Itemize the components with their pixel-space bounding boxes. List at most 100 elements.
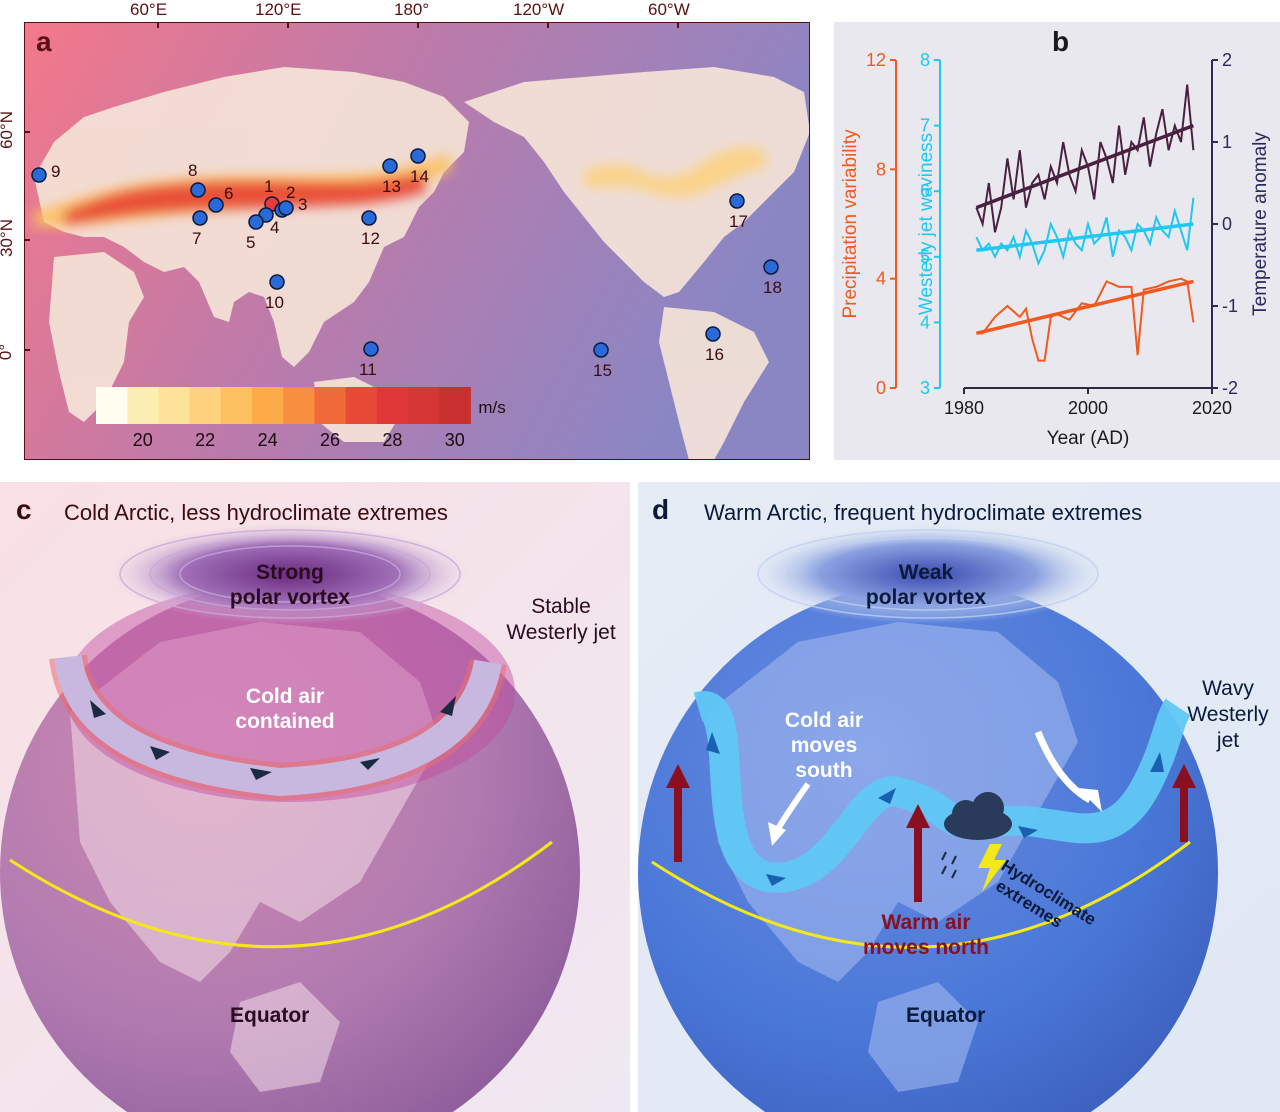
site-marker [763,259,779,275]
colorbar-tick: 30 [445,430,465,450]
weak-polar-vortex-label: Weak polar vortex [865,561,987,609]
site-number: 17 [729,212,748,231]
panel-a-map: 1 2 3 4 5 6 7 8 9 10 11 12 13 14 15 16 17 18 20 22 24 26 28 30… [24,22,810,460]
site-number: 18 [763,278,782,297]
x-tick-label: 1980 [944,398,984,418]
weak-polar-vortex-swirl [748,524,1108,624]
colorbar-unit: m/s [478,398,505,417]
colorbar-tick: 20 [133,430,153,450]
site-number: 11 [359,360,377,379]
site-number: 10 [265,293,284,312]
equator-line [9,840,553,949]
colorbar-tick: 24 [258,430,278,450]
precip-tick-label: 8 [876,159,886,179]
series-line-2 [975,84,1195,233]
jet-speed-field [34,147,766,227]
site-marker [363,341,379,357]
wavy-jet-arrows [706,732,1164,886]
equator-line-d [651,840,1191,949]
panel-d-globe [638,482,1280,1112]
site-marker [729,193,745,209]
south-america-shape [659,307,769,460]
site-number: 8 [188,161,197,180]
precip-tick-label: 0 [876,378,886,398]
site-number: 2 [286,183,295,202]
temperature-axis-label: Temperature anomaly [1250,132,1271,316]
site-marker [382,158,398,174]
waviness-axis-label: Westerly jet waviness [916,133,937,315]
trend-line-2 [975,123,1195,210]
lon-tick: 60°W [648,0,690,19]
series-line-1 [975,197,1195,267]
strong-polar-vortex-label: Strong polar vortex [229,561,351,609]
site-marker [31,167,47,183]
site-marker [269,274,285,290]
lat-tick: 30°N [0,219,16,257]
site-number: 6 [224,184,233,203]
site-marker [278,200,294,216]
site-marker [208,197,224,213]
waviness-tick-label: 7 [920,116,930,136]
colorbar-swatch [314,387,347,424]
panel-c-title: Cold Arctic, less hydroclimate extremes [64,500,448,525]
vortex-rings [119,529,461,619]
site-marker [361,210,377,226]
colorbar-swatch [345,387,378,424]
trend-line-1 [976,222,1194,252]
map-frame [24,22,810,460]
globe-c-svg [0,524,580,1112]
polar-vortex-swirl [110,524,470,624]
lon-tick-labels: 60°E 120°E 180° 120°W 60°W [0,0,830,22]
panel-d-title: Warm Arctic, frequent hydroclimate extre… [704,500,1143,525]
site-number: 12 [361,229,380,248]
precip-axis-label: Precipitation variability [840,129,861,319]
colorbar-swatch [252,387,284,424]
globe-c-land [70,622,440,1092]
wavy-westerly-jet [693,691,1191,893]
site-marker [410,148,426,164]
colorbar-swatch [283,387,315,424]
x-tick-label: 2020 [1192,398,1232,418]
lon-tick: 120°W [513,0,565,19]
site-marker [190,182,206,198]
panel-b-label: b [1052,26,1070,57]
warm-air-moves-north-label: Warm air moves north [862,911,990,959]
colorbar-swatch [127,387,159,424]
site-number: 1 [264,177,273,196]
wavy-jet-label: Wavy Westerly jet [1187,677,1269,752]
colorbar-tick: 22 [195,430,215,450]
vortex-rings-d [757,529,1099,619]
colorbar-swatch [158,387,191,424]
site-marker [593,342,609,358]
lat-tick: 60°N [0,111,16,149]
panel-d-label: d [652,494,670,525]
colorbar: 20 22 24 26 28 30 m/s [96,387,506,450]
waviness-tick-label: 6 [920,181,930,201]
waviness-tick-label: 3 [920,378,930,398]
x-axis-label: Year (AD) [1047,428,1130,449]
precip-tick-label: 12 [866,50,886,70]
temperature-tick-label: 2 [1222,50,1232,70]
africa-shape [49,252,144,422]
waviness-tick-label: 8 [920,50,930,70]
colorbar-swatch [408,387,440,424]
colorbar-swatch [220,387,253,424]
site-number: 3 [298,195,307,214]
temperature-tick-label: -1 [1222,296,1238,316]
lon-tick: 180° [394,0,430,19]
equator-label-d: Equator [906,1004,986,1027]
site-marker [705,326,721,342]
colorbar-swatch [96,387,128,424]
lon-tick: 60°E [130,0,168,19]
site-number: 4 [270,218,279,237]
globe-d-svg [638,524,1218,1112]
colorbar-tick: 28 [382,430,402,450]
panel-c-label: c [16,494,32,525]
storm-cloud-icon [941,792,1012,892]
panel-a-label: a [36,26,52,57]
colorbar-swatch [376,387,409,424]
equator-label-c: Equator [230,1004,310,1027]
stable-jet-label: Stable Westerly jet [506,595,616,644]
